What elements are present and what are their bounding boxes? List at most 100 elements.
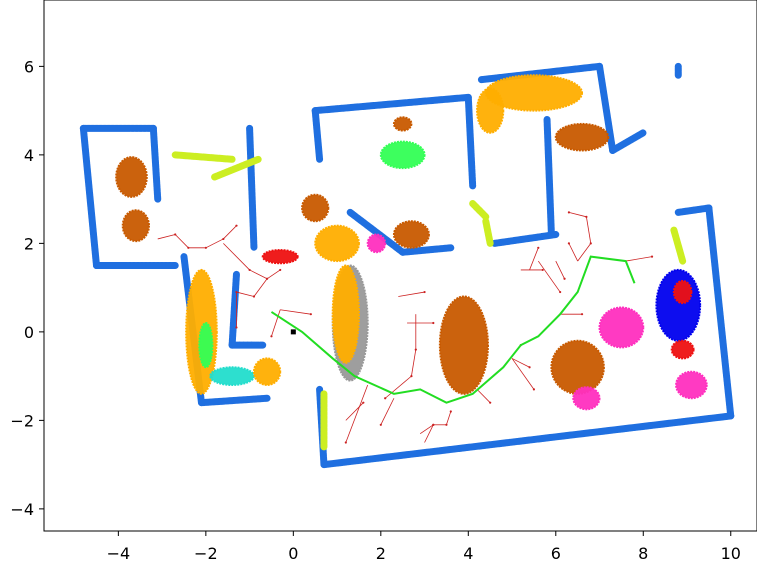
- tree-node-32: [567, 242, 571, 245]
- tree-edge-16: [411, 349, 417, 377]
- point-cluster-16: [572, 386, 601, 411]
- wall-segment-9: [311, 93, 472, 115]
- wall-segment-22: [491, 231, 560, 247]
- point-cluster-0: [115, 156, 148, 198]
- tree-edge-32: [568, 243, 579, 262]
- tree-node-29: [537, 246, 540, 249]
- axes-frame: [43, 0, 757, 532]
- y-tick-label-2: 0: [24, 323, 34, 342]
- wall-segment-14: [596, 62, 617, 154]
- wall-segment-24: [171, 151, 236, 163]
- point-cluster-9: [366, 233, 387, 254]
- point-cluster-2: [392, 116, 413, 132]
- tree-edge-18: [380, 398, 395, 425]
- tree-node-31: [563, 277, 566, 280]
- tree-edge-3: [205, 238, 224, 249]
- tree-node-17: [384, 397, 387, 400]
- tree-edge-20: [345, 402, 364, 421]
- tree-node-28: [541, 268, 544, 272]
- point-cluster-11: [438, 295, 489, 395]
- wall-segment-20: [346, 208, 407, 256]
- tree-edge-11: [271, 309, 281, 337]
- wall-segment-11: [464, 93, 477, 190]
- tree-edge-25: [476, 389, 491, 403]
- y-tick-label-4: 4: [24, 146, 34, 165]
- tree-edge-27: [511, 358, 535, 390]
- wall-segment-18: [320, 412, 735, 469]
- y-tick-label-5: 6: [24, 57, 34, 76]
- tree-node-7: [279, 268, 282, 272]
- tree-edge-33: [577, 243, 592, 262]
- tree-node-25: [489, 401, 492, 404]
- tree-edge-19: [345, 384, 369, 443]
- tree-edge-13: [398, 291, 425, 297]
- tree-edge-5: [223, 243, 250, 271]
- tree-edge-17: [384, 375, 412, 399]
- wall-segment-27: [482, 217, 494, 247]
- wall-segment-6: [228, 270, 240, 349]
- x-tick-label-4: 4: [463, 544, 473, 563]
- wall-segment-28: [670, 226, 687, 265]
- tree-node-23: [449, 410, 452, 413]
- tree-node-11: [270, 335, 273, 338]
- tree-edge-35: [568, 212, 587, 218]
- tree-edge-21: [419, 424, 434, 434]
- tree-edge-6: [249, 269, 268, 280]
- x-tick-label-0: −4: [107, 544, 131, 563]
- tree-node-20: [362, 401, 365, 404]
- wall-segment-25: [211, 155, 262, 181]
- tree-edge-1: [174, 234, 189, 249]
- tree-edge-4: [223, 225, 237, 240]
- tree-node-33: [589, 242, 592, 245]
- tree-node-1: [187, 246, 190, 249]
- tree-node-26: [528, 366, 531, 369]
- point-cluster-19: [670, 339, 695, 360]
- ticks-layer: −4 −2 0 2 4 6 8 10 −4 −2 0 2 4 6: [10, 57, 741, 563]
- tree-node-27: [532, 388, 536, 391]
- tree-edge-36: [625, 256, 653, 262]
- point-cluster-4: [301, 193, 330, 223]
- tree-edge-12: [280, 309, 311, 315]
- wall-segment-1: [79, 124, 100, 269]
- x-tick-label-1: −2: [194, 544, 218, 563]
- point-cluster-15: [550, 339, 605, 395]
- wall-segment-15: [609, 129, 647, 154]
- wall-segment-16: [674, 204, 713, 216]
- wall-segment-10: [311, 107, 324, 163]
- data-layer: [79, 62, 735, 469]
- point-cluster-24: [252, 357, 282, 386]
- wall-segment-17: [705, 204, 735, 420]
- y-tick-label-3: 2: [24, 234, 34, 253]
- point-cluster-25: [198, 322, 214, 369]
- point-cluster-1: [121, 209, 150, 243]
- tree-node-30: [559, 290, 562, 294]
- tree-node-4: [235, 224, 238, 227]
- wall-segment-21: [399, 244, 455, 256]
- tree-edge-24: [424, 424, 434, 443]
- y-tick-label-0: −4: [10, 500, 34, 519]
- tree-edge-29: [529, 247, 539, 271]
- tree-edge-30: [537, 260, 561, 293]
- point-cluster-10: [392, 220, 430, 249]
- tree-node-12: [309, 313, 312, 316]
- x-tick-label-6: 8: [638, 544, 648, 563]
- tree-node-24: [432, 423, 435, 426]
- wall-segment-8: [246, 124, 258, 252]
- point-cluster-21: [675, 370, 708, 400]
- y-tick-label-1: −2: [10, 411, 34, 430]
- wall-segment-26: [469, 200, 490, 221]
- wall-segment-4: [197, 394, 271, 407]
- x-tick-label-2: 0: [288, 544, 298, 563]
- point-cluster-5: [314, 224, 360, 263]
- x-tick-label-7: 10: [721, 544, 741, 563]
- x-tick-label-5: 6: [551, 544, 561, 563]
- tree-edge-26: [511, 358, 530, 368]
- x-tick-label-3: 2: [376, 544, 386, 563]
- wall-segment-7: [149, 124, 162, 203]
- tree-edge-34: [586, 216, 592, 244]
- point-cluster-8: [261, 249, 299, 265]
- tree-edge-8: [253, 278, 268, 297]
- tree-edge-7: [266, 269, 281, 280]
- tree-edge-9: [236, 291, 255, 297]
